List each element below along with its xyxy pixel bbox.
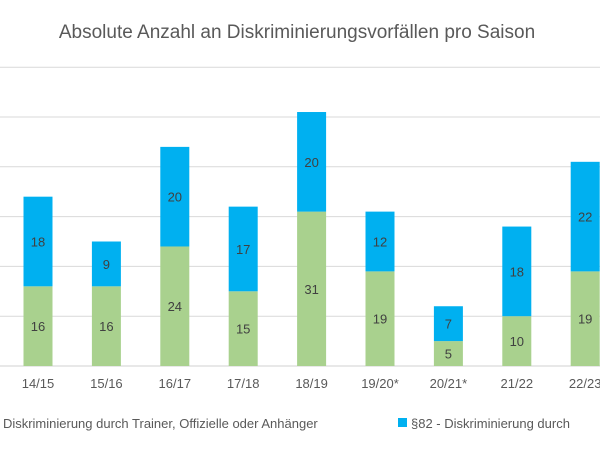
data-label: 15 — [236, 322, 250, 337]
bar-series-1-18/19 — [297, 211, 327, 366]
bar-series-2-15/16 — [91, 241, 121, 287]
x-tick-label: 18/19 — [295, 376, 328, 391]
data-label: 31 — [304, 282, 318, 297]
data-label: 17 — [236, 242, 250, 257]
x-tick-label: 19/20* — [361, 376, 399, 391]
x-tick-label: 22/23 — [569, 376, 600, 391]
bar-series-2-18/19 — [297, 112, 327, 212]
bar-series-2-19/20* — [365, 211, 395, 272]
data-label: 16 — [99, 319, 113, 334]
bar-series-2-17/18 — [228, 206, 258, 292]
legend-label-series-1: - Diskriminierung durch Trainer, Offizie… — [0, 416, 318, 431]
bar-series-1-14/15 — [23, 286, 53, 366]
x-tick-label: 15/16 — [90, 376, 123, 391]
legend-marker-series-2 — [398, 418, 407, 427]
x-tick-label: 14/15 — [22, 376, 55, 391]
bar-series-1-19/20* — [365, 271, 395, 366]
chart-title: Absolute Anzahl an Diskriminierungsvorfä… — [59, 22, 535, 43]
data-label: 5 — [445, 347, 452, 362]
data-label: 12 — [373, 235, 387, 250]
data-label: 19 — [578, 312, 592, 327]
bar-series-1-21/22 — [502, 316, 532, 366]
bar-series-2-14/15 — [23, 196, 53, 287]
x-tick-label: 20/21* — [430, 376, 468, 391]
bar-series-1-22/23 — [570, 271, 600, 366]
data-label: 16 — [31, 319, 45, 334]
data-label: 10 — [510, 334, 524, 349]
bar-series-2-22/23 — [570, 161, 600, 272]
x-tick-label: 16/17 — [159, 376, 192, 391]
bar-series-1-17/18 — [228, 291, 258, 366]
data-label: 19 — [373, 312, 387, 327]
data-label: 20 — [168, 190, 182, 205]
bar-series-2-20/21* — [433, 306, 463, 342]
data-label: 18 — [31, 235, 45, 250]
data-label: 18 — [510, 264, 524, 279]
bar-series-1-15/16 — [91, 286, 121, 366]
data-label: 7 — [445, 317, 452, 332]
legend-label-series-2: §82 - Diskriminierung durch — [411, 416, 570, 431]
data-label: 22 — [578, 210, 592, 225]
x-tick-label: 17/18 — [227, 376, 260, 391]
bar-series-2-21/22 — [502, 226, 532, 317]
x-tick-label: 21/22 — [501, 376, 534, 391]
bar-series-1-20/21* — [433, 341, 463, 366]
data-label: 20 — [304, 155, 318, 170]
bar-series-2-16/17 — [160, 146, 190, 247]
data-label: 9 — [103, 257, 110, 272]
data-label: 24 — [168, 299, 182, 314]
bar-series-1-16/17 — [160, 246, 190, 366]
